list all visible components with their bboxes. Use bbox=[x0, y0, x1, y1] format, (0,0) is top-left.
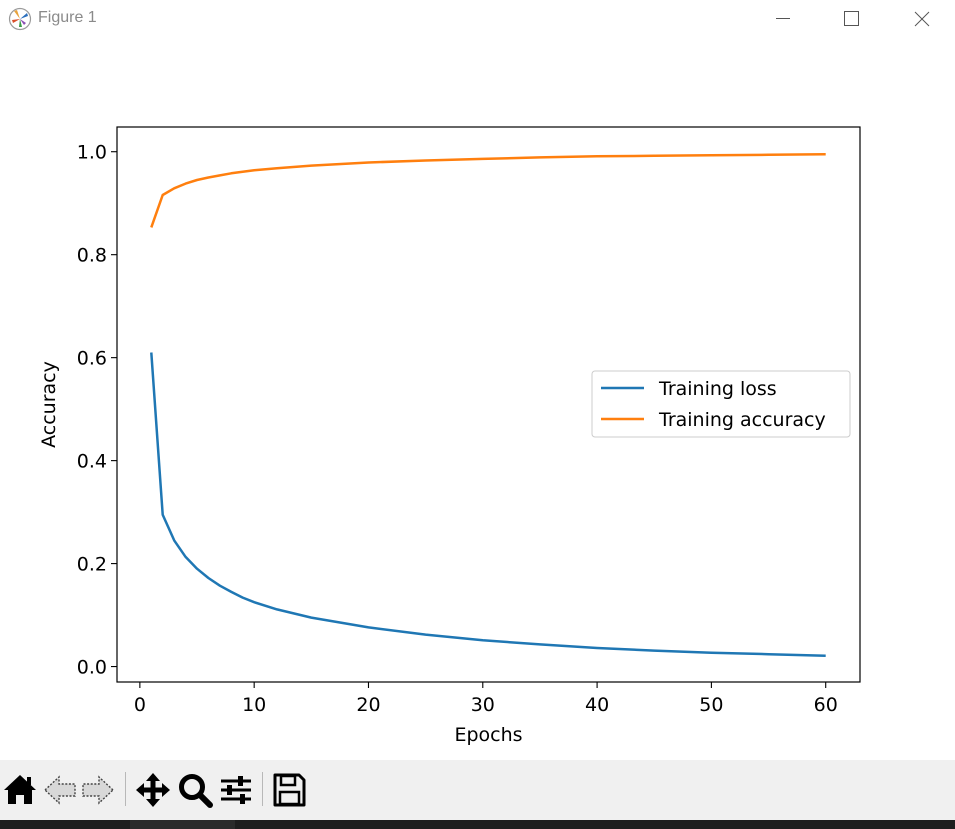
x-tick-label: 10 bbox=[242, 694, 266, 716]
x-tick-label: 30 bbox=[471, 694, 495, 716]
series-line-training-accuracy bbox=[150, 153, 826, 228]
x-tick-label: 20 bbox=[356, 694, 380, 716]
legend-label-training-loss: Training loss bbox=[658, 378, 777, 400]
y-tick-label: 0.2 bbox=[77, 554, 107, 576]
toolbar-separator bbox=[262, 772, 263, 806]
zoom-button[interactable] bbox=[175, 770, 215, 810]
series-layer bbox=[150, 153, 826, 657]
legend-box bbox=[591, 370, 851, 438]
ticks-layer: 0 10 20 30 40 50 60 0.0 0.2 0.4 0.6 0.8 1.0 bbox=[77, 142, 838, 716]
y-tick-label: 1.0 bbox=[77, 142, 107, 164]
x-tick-label: 50 bbox=[699, 694, 723, 716]
plot-frame bbox=[116, 126, 861, 683]
x-tick-label: 40 bbox=[585, 694, 609, 716]
home-icon bbox=[4, 775, 36, 804]
sliders-icon bbox=[221, 776, 251, 804]
close-button[interactable] bbox=[898, 0, 944, 38]
magnifier-icon bbox=[179, 774, 213, 808]
matplotlib-logo-icon bbox=[8, 7, 32, 31]
minimize-button[interactable] bbox=[760, 0, 806, 38]
toolbar-separator bbox=[125, 772, 126, 806]
y-tick-label: 0.4 bbox=[77, 451, 107, 473]
move-arrows-icon bbox=[136, 773, 170, 807]
maximize-button[interactable] bbox=[828, 0, 874, 38]
close-icon bbox=[914, 11, 930, 27]
background-panel bbox=[130, 820, 235, 829]
y-axis-label: Accuracy bbox=[38, 361, 60, 448]
minimize-icon bbox=[776, 18, 790, 19]
save-button[interactable] bbox=[269, 770, 309, 810]
floppy-disk-icon bbox=[273, 773, 306, 807]
window-title: Figure 1 bbox=[38, 9, 97, 26]
pan-button[interactable] bbox=[133, 770, 173, 810]
x-tick-label: 0 bbox=[134, 694, 146, 716]
y-tick-label: 0.0 bbox=[77, 657, 107, 679]
legend: Training loss Training accuracy bbox=[591, 370, 851, 438]
legend-label-training-accuracy: Training accuracy bbox=[658, 409, 826, 431]
window-titlebar: Figure 1 bbox=[0, 0, 955, 38]
back-button[interactable] bbox=[40, 770, 80, 810]
y-tick-label: 0.8 bbox=[77, 245, 107, 267]
background-editor-strip bbox=[0, 820, 955, 829]
navigation-toolbar bbox=[0, 760, 955, 820]
maximize-icon bbox=[844, 11, 859, 26]
back-arrow-icon bbox=[43, 775, 76, 805]
home-button[interactable] bbox=[0, 770, 40, 810]
line-chart: 0 10 20 30 40 50 60 0.0 0.2 0.4 0.6 0.8 1.0 Epochs A… bbox=[38, 126, 861, 746]
series-line-training-loss bbox=[150, 352, 826, 657]
forward-button[interactable] bbox=[78, 770, 118, 810]
y-tick-label: 0.6 bbox=[77, 348, 107, 370]
x-tick-label: 60 bbox=[814, 694, 838, 716]
x-axis-label: Epochs bbox=[454, 724, 522, 746]
forward-arrow-icon bbox=[82, 775, 115, 805]
configure-subplots-button[interactable] bbox=[216, 770, 256, 810]
